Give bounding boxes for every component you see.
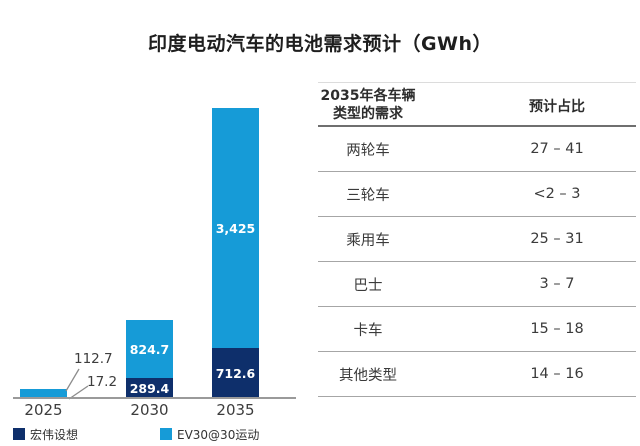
legend-item-ambitious: 宏伟设想: [13, 427, 79, 442]
table-header-share: 预计占比: [529, 98, 585, 115]
vehicle-type-cell: 乘用车: [346, 232, 390, 249]
bar-segment-2035-ambitious: 712.6: [212, 348, 259, 398]
legend-label: EV30@30运动: [177, 427, 260, 442]
share-value-cell: 27 – 41: [530, 141, 584, 157]
table-row: 其他类型 14 – 16: [318, 352, 636, 397]
vehicle-type-cell: 两轮车: [346, 142, 390, 159]
callout-label-ambitious-2025: 17.2: [87, 374, 118, 390]
leader-line-ev30: [65, 368, 80, 392]
table-row: 三轮车 <2 – 3: [318, 172, 636, 217]
x-axis-label-2035: 2035: [216, 401, 255, 419]
vehicle-type-cell: 巴士: [353, 277, 383, 294]
vehicle-type-cell: 卡车: [353, 322, 383, 339]
table-header-row: 2035年各车辆 类型的需求 预计占比: [318, 83, 636, 127]
table-row: 卡车 15 – 18: [318, 307, 636, 352]
bar-segment-2035-ev30: 3,425: [212, 108, 259, 348]
bar-segment-2030-ev30: 824.7: [126, 320, 173, 378]
chart-title: 印度电动汽车的电池需求预计（GWh）: [147, 33, 493, 55]
demand-share-table: 2035年各车辆 类型的需求 预计占比 两轮车 27 – 41 三轮车 <2 – 3 乘…: [318, 82, 636, 397]
table-row: 巴士 3 – 7: [318, 262, 636, 307]
share-value-cell: <2 – 3: [533, 186, 581, 202]
callout-label-ev30-2025: 112.7: [74, 351, 113, 367]
vehicle-type-cell: 其他类型: [339, 367, 397, 384]
table-header-vehicle: 2035年各车辆 类型的需求: [320, 88, 416, 122]
share-value-cell: 15 – 18: [530, 321, 584, 337]
legend-swatch-icon: [160, 428, 172, 440]
x-axis-line: [13, 397, 296, 399]
legend-label: 宏伟设想: [30, 427, 79, 442]
vehicle-type-cell: 三轮车: [346, 187, 390, 204]
table-body: 两轮车 27 – 41 三轮车 <2 – 3 乘用车 25 – 31 巴士 3 – 7 卡车 15…: [318, 127, 636, 397]
chart-legend: 宏伟设想 EV30@30运动: [0, 427, 330, 443]
share-value-cell: 14 – 16: [530, 366, 584, 382]
bar-segment-2025-ev30: [20, 389, 67, 397]
share-value-cell: 25 – 31: [530, 231, 584, 247]
x-axis-label-2030: 2030: [130, 401, 169, 419]
bar-segment-2030-ambitious: 289.4: [126, 378, 173, 398]
legend-swatch-icon: [13, 428, 25, 440]
legend-item-ev30: EV30@30运动: [160, 427, 260, 442]
x-axis-label-2025: 2025: [24, 401, 63, 419]
table-row: 两轮车 27 – 41: [318, 127, 636, 172]
table-row: 乘用车 25 – 31: [318, 217, 636, 262]
share-value-cell: 3 – 7: [539, 276, 575, 292]
